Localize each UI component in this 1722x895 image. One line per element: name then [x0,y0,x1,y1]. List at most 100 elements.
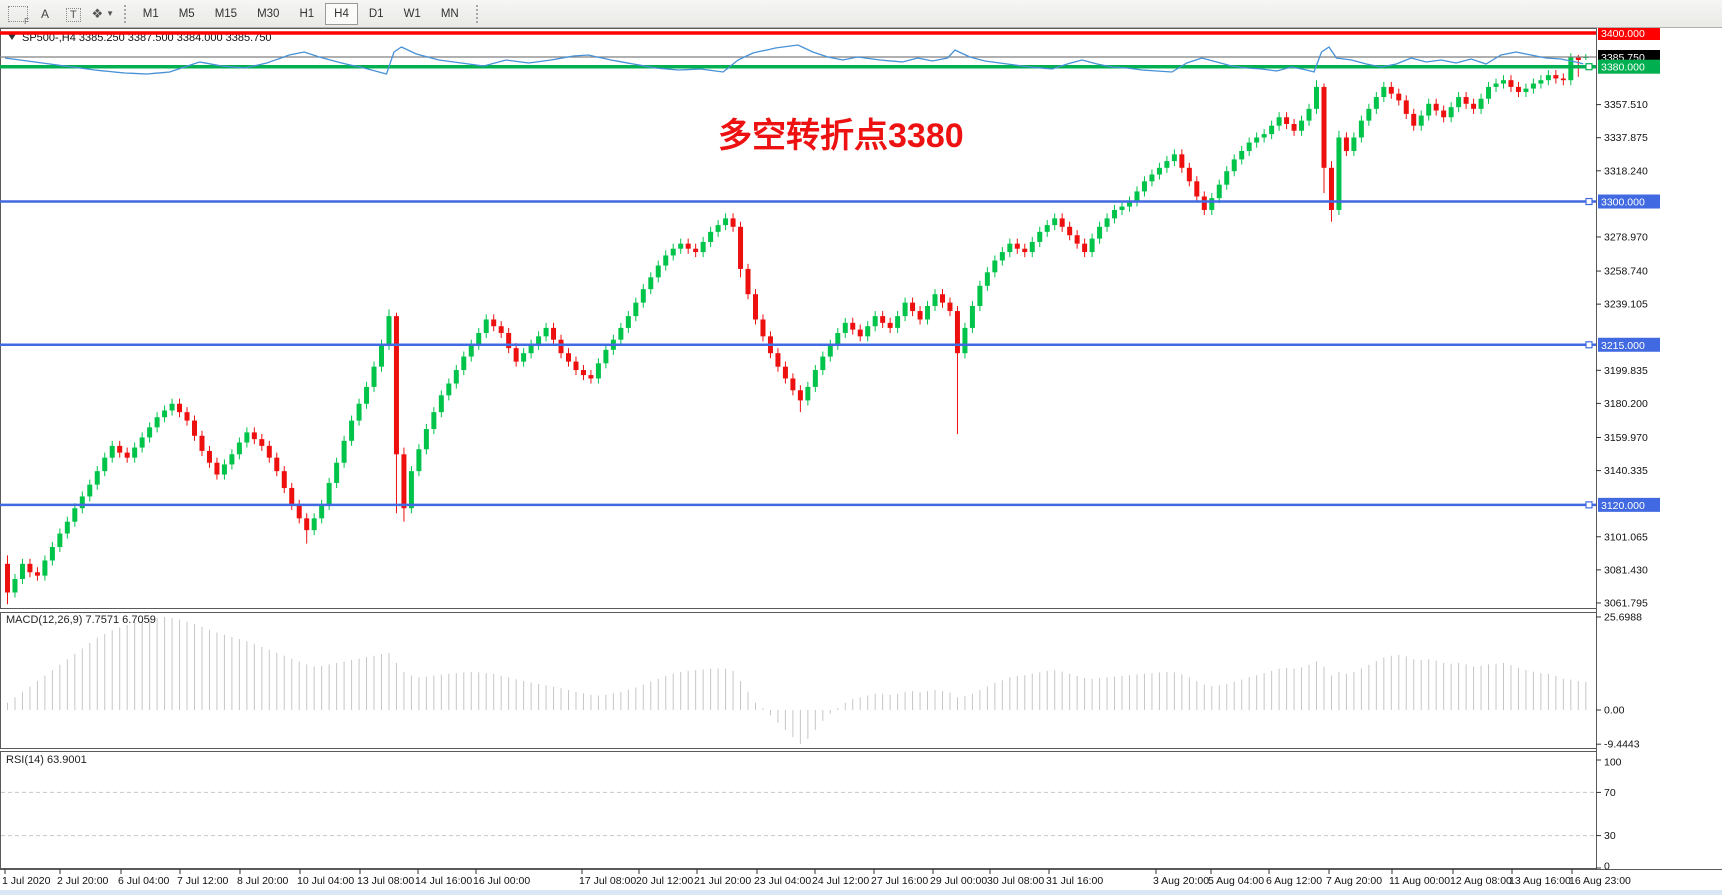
ohlc-info-line: SP500-,H4 3385.250 3387.500 3384.000 338… [22,32,272,44]
price-axis[interactable]: 3357.510 3337.875 3318.240 3278.970 3258.740… [1596,99,1648,609]
toolbar-grip[interactable] [475,4,478,23]
candle-body [880,316,886,323]
candle-body [573,361,579,371]
candle-body [551,327,557,340]
candle-body [820,356,826,371]
candle-body [408,471,414,509]
arrow-objects-icon: ❖ [91,5,104,21]
candle-body [177,403,183,413]
macd-axis-label: -9.4443 [1604,739,1640,751]
candle-body [1269,125,1275,135]
toolbar-grip[interactable] [123,4,126,23]
rsi-panel[interactable] [0,751,1597,869]
candle-body [932,294,938,307]
timeframe-button-mn[interactable]: MN [432,3,468,25]
time-axis[interactable]: 1 Jul 2020 2 Jul 20:00 6 Jul 04:00 7 Jul 12… [2,869,1631,887]
symbol-dropdown-icon[interactable] [8,34,16,40]
timeframe-button-m30[interactable]: M30 [248,3,288,25]
time-tick-label: 16 Jul 00:00 [473,875,530,887]
timeframe-button-m5[interactable]: M5 [170,3,204,25]
candles-layer [5,53,1589,605]
candle-body [229,454,235,465]
candle-body [1418,115,1424,126]
time-tick-label: 8 Jul 20:00 [237,875,289,887]
timeframe-button-h1[interactable]: H1 [290,3,323,25]
candle-body [1530,83,1536,89]
candle-body [1306,108,1312,121]
timeframe-button-w1[interactable]: W1 [395,3,430,25]
candle-body [102,457,108,472]
candle-body [887,322,893,328]
candle-body [797,390,803,401]
macd-panel[interactable] [0,612,1597,749]
time-tick-label: 24 Jul 12:00 [812,875,869,887]
candle-body [446,383,452,396]
candle-body [94,471,100,485]
hline-handle[interactable] [1585,501,1593,509]
timeframe-buttons: M1 M5 M15 M30 H1 H4 D1 W1 MN [133,2,469,25]
candle-body [1149,174,1155,182]
candle-body [169,403,175,411]
price-tick-label: 3239.105 [1604,299,1648,311]
timeframe-button-m1[interactable]: M1 [134,3,168,25]
candle-body [999,252,1005,261]
candle-body [1216,184,1222,199]
hline-handle[interactable] [1585,197,1593,206]
rsi-line [4,44,1584,75]
rsi-axis-label: 100 [1604,757,1622,769]
candle-body [192,420,197,436]
candle-body [633,302,639,317]
candle-body [132,447,138,458]
timeframe-button-m15[interactable]: M15 [206,3,246,25]
candle-body [1037,231,1043,242]
candle-body [708,231,714,242]
price-tick-label: 3278.970 [1604,231,1648,243]
candle-body [1284,117,1290,125]
candle-body [1209,198,1215,210]
candle-body [1014,243,1020,249]
candle-body [1463,97,1469,104]
candle-body [506,332,512,349]
price-tick-label: 3357.510 [1604,99,1648,111]
candle-body [1523,88,1529,92]
toolbar: F A T ❖ ▼ M1 M5 M15 M30 H1 H4 D1 W1 MN [0,0,1722,28]
hline-handle[interactable] [1585,341,1593,349]
text-label-tool-button[interactable]: T [59,3,88,25]
candle-body [199,435,205,451]
candle-body [685,243,691,249]
candle-body [259,439,265,446]
candle-body [670,248,676,256]
price-tick-label: 3061.795 [1604,597,1648,609]
candle-body [618,327,624,340]
timeframe-button-h4[interactable]: H4 [325,2,358,25]
candle-body [693,248,699,253]
candle-body [1007,243,1013,253]
time-tick-label: 14 Jul 16:00 [415,875,472,887]
arrow-objects-button[interactable]: ❖ ▼ [91,3,115,25]
time-tick-label: 16 Aug 23:00 [1569,875,1631,887]
candle-body [812,370,818,387]
candle-body [1112,209,1118,219]
price-tag-label: 3215.000 [1601,340,1645,352]
text-label-icon: T [66,7,81,22]
text-tool-button[interactable]: A [33,3,57,25]
main-chart-panel[interactable] [0,28,1597,609]
candle-body [431,412,437,430]
candle-body [1134,191,1140,202]
candle-body [895,316,901,328]
indicator-window-icon[interactable]: F [6,3,30,26]
candle-body [603,349,609,364]
candle-body [947,302,953,312]
dropdown-caret-icon[interactable]: ▼ [106,9,115,18]
annotation-text[interactable]: 多空转折点3380 [718,117,964,155]
price-tick-label: 3258.740 [1604,266,1648,278]
hline-handle[interactable] [1585,63,1593,71]
candle-body [79,496,85,509]
candle-body [311,518,317,531]
candle-body [1179,154,1185,168]
timeframe-button-d1[interactable]: D1 [360,3,393,25]
price-tag [1598,194,1660,209]
candle-body [580,370,586,376]
